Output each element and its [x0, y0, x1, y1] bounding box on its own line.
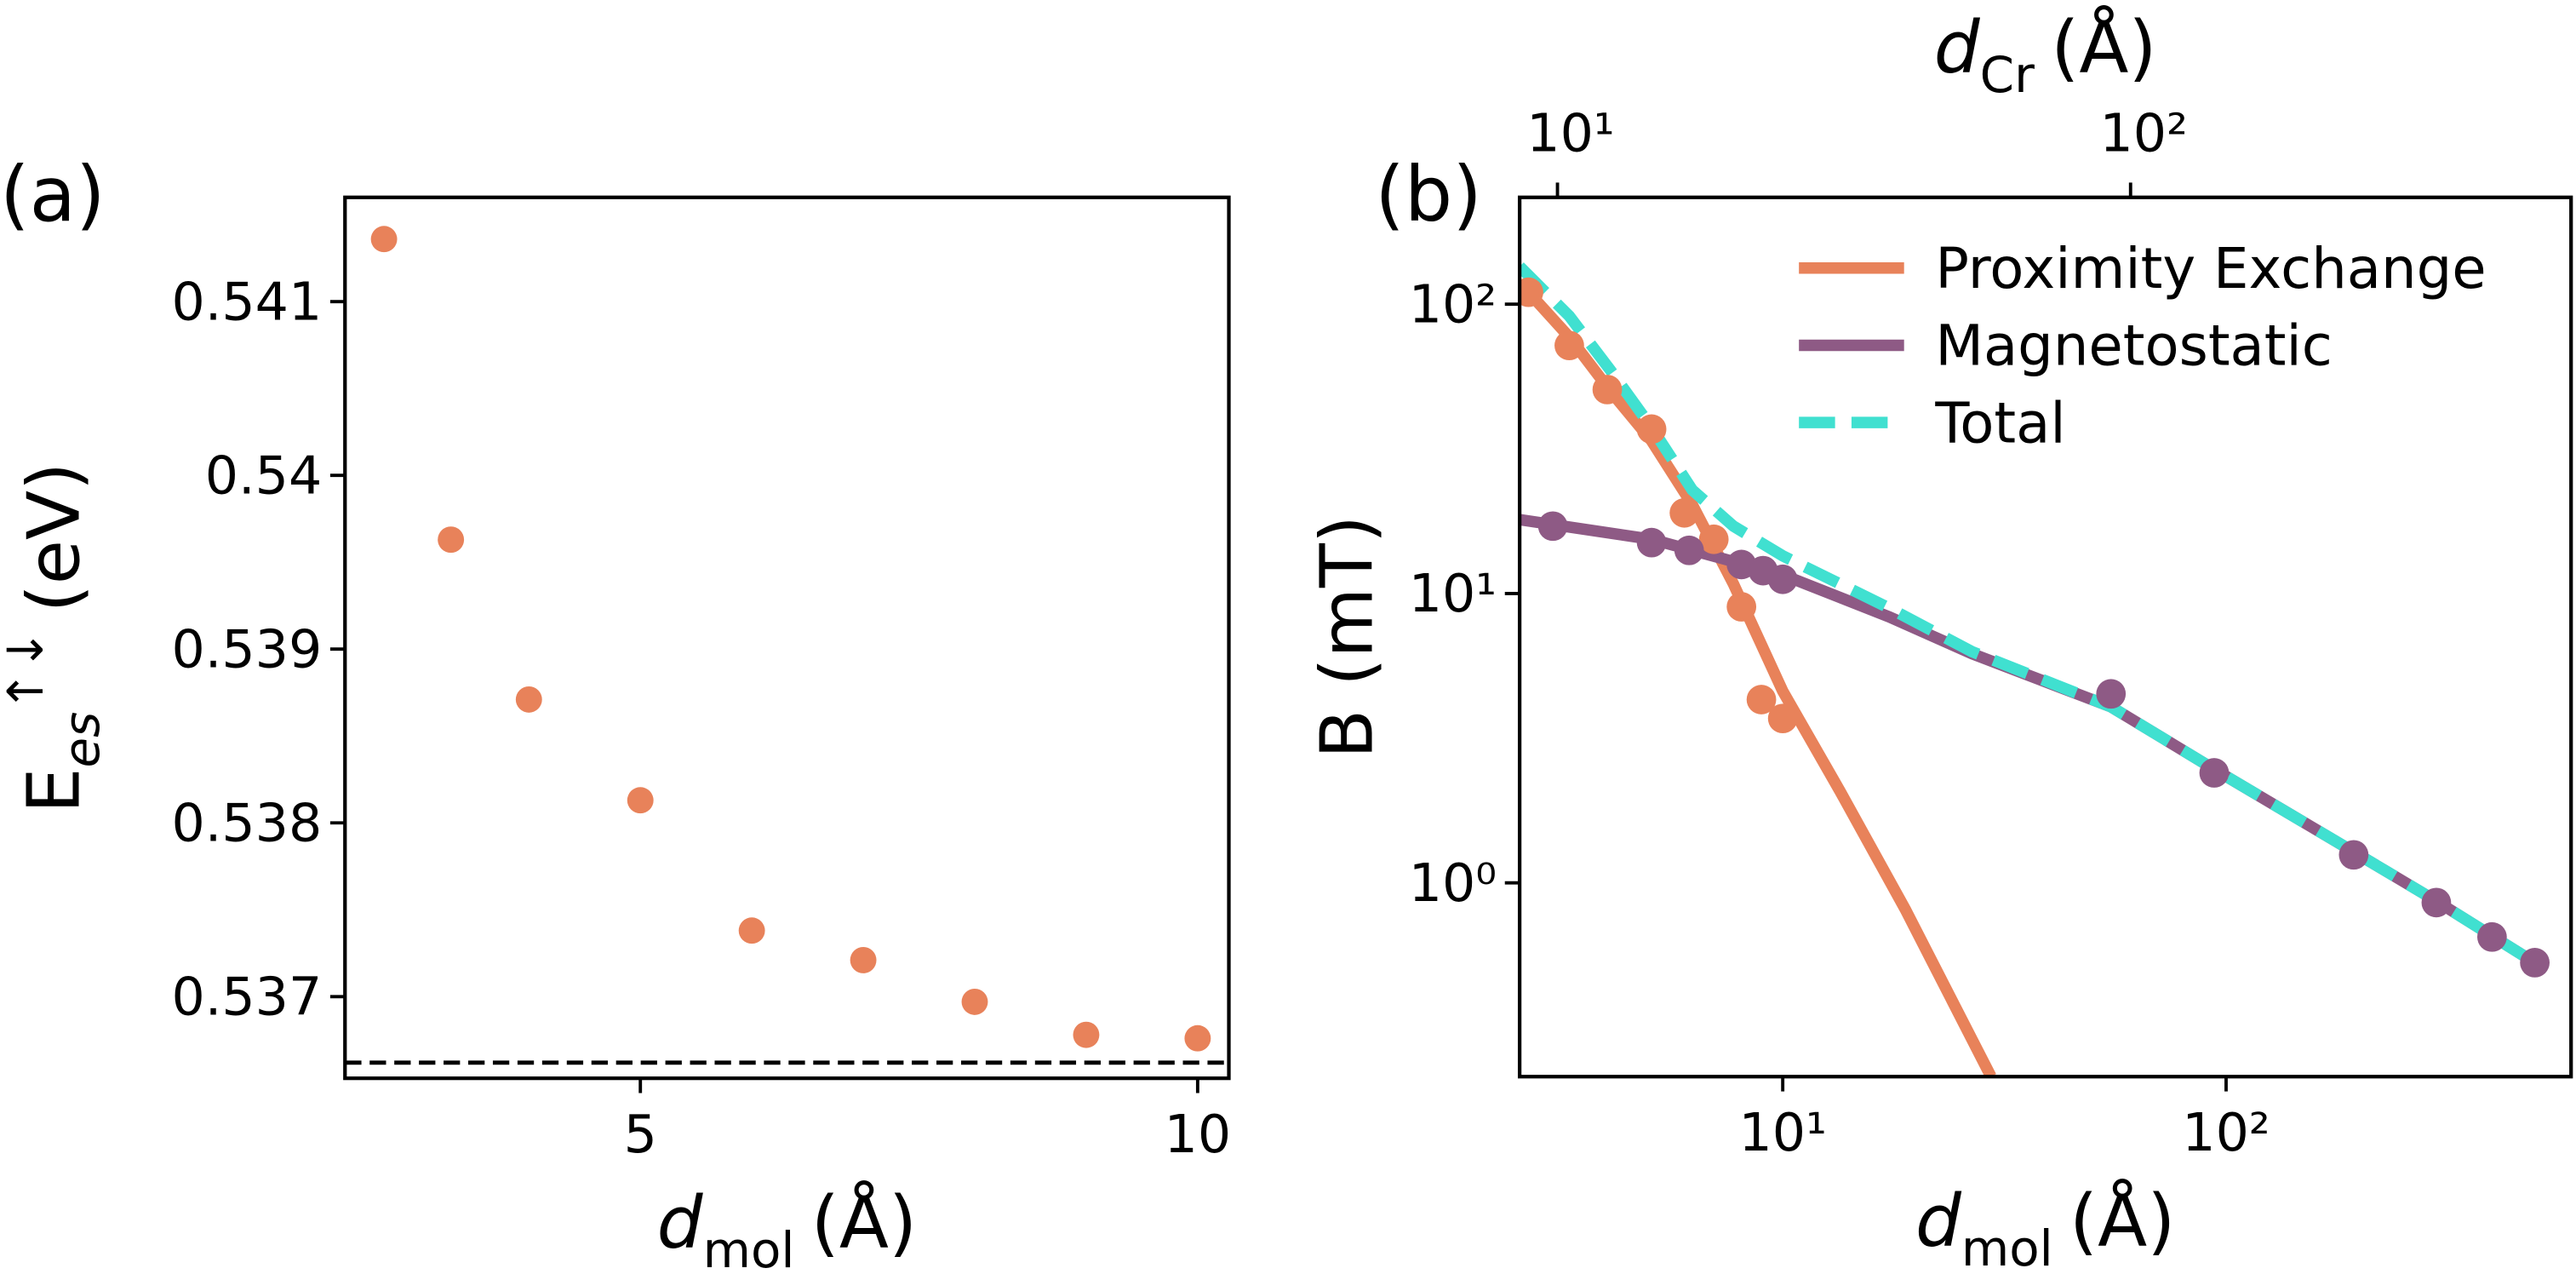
legend-label: Proximity Exchange — [1935, 237, 2486, 301]
x-tick-label: 5 — [624, 1104, 657, 1165]
point — [2477, 921, 2507, 952]
y-tick-label: 10² — [1409, 273, 1497, 335]
x-tick-label: 10² — [2182, 1102, 2270, 1163]
point — [2096, 679, 2127, 709]
panel-label: (b) — [1375, 151, 1482, 238]
point — [961, 988, 988, 1015]
plot-frame — [343, 195, 1231, 1081]
point — [1767, 703, 1798, 734]
point — [1520, 277, 1543, 307]
label-main: d — [657, 1181, 704, 1265]
point — [1674, 535, 1704, 565]
y-tick-label: 0.539 — [171, 618, 322, 680]
plot-area — [345, 226, 1229, 1065]
y-tick-label: 10⁰ — [1409, 852, 1497, 914]
point — [850, 946, 877, 973]
point — [2338, 840, 2369, 870]
axis-label: dCr (Å) — [1934, 4, 2157, 104]
y-tick-label: 0.541 — [171, 271, 322, 332]
x-tick-label: 10¹ — [1739, 1102, 1827, 1163]
legend-label: Magnetostatic — [1935, 314, 2332, 379]
point — [738, 917, 765, 944]
label-sub: es — [53, 712, 111, 768]
y-tick-label: 0.537 — [171, 967, 322, 1028]
point — [1554, 330, 1584, 361]
axis-label: dmol (Å) — [1915, 1178, 2175, 1274]
label-main: E — [13, 767, 97, 813]
point — [1073, 1021, 1100, 1048]
label-unit: (Å) — [2051, 4, 2156, 90]
point — [515, 686, 542, 713]
x-tick-label: 10 — [1165, 1104, 1232, 1165]
point — [1669, 497, 1700, 528]
label-main: d — [1915, 1179, 1962, 1264]
label-sub: Cr — [1980, 46, 2035, 104]
series-line — [1520, 514, 2539, 968]
label-unit: (Å) — [811, 1179, 917, 1265]
point — [1636, 414, 1667, 445]
point — [1726, 592, 1757, 622]
point — [2520, 948, 2550, 978]
axis-label: B (mT) — [1305, 515, 1389, 759]
y-tick-label: 0.54 — [205, 445, 322, 506]
point — [2199, 758, 2230, 788]
point — [1746, 685, 1777, 714]
label-main: d — [1934, 6, 1981, 90]
point — [370, 226, 398, 253]
label-sub: mol — [1961, 1219, 2053, 1274]
legend-label: Total — [1934, 391, 2065, 456]
plot-frame — [1517, 195, 2573, 1079]
point — [1767, 564, 1798, 594]
point — [438, 526, 465, 554]
label-sub: mol — [703, 1221, 795, 1274]
y-tick-label: 0.538 — [171, 792, 322, 853]
plot-area — [1520, 262, 2550, 1077]
axis-label: Ees↑↓ (eV) — [0, 462, 111, 813]
y-tick-label: 10¹ — [1409, 563, 1497, 624]
point — [1537, 511, 1568, 542]
point — [627, 787, 654, 814]
point — [2421, 887, 2452, 918]
panel-label: (a) — [0, 151, 106, 238]
x2-tick-label: 10² — [2100, 103, 2188, 164]
point — [1698, 524, 1729, 554]
point — [1636, 527, 1667, 558]
label-sup: ↑↓ — [0, 629, 54, 712]
series-line — [1520, 262, 2539, 968]
axis-label: dmol (Å) — [657, 1179, 917, 1274]
label-unit: (eV) — [13, 462, 97, 613]
point — [1184, 1024, 1211, 1052]
point — [1592, 375, 1623, 405]
label-unit: (Å) — [2069, 1178, 2175, 1264]
x2-tick-label: 10¹ — [1526, 103, 1614, 164]
